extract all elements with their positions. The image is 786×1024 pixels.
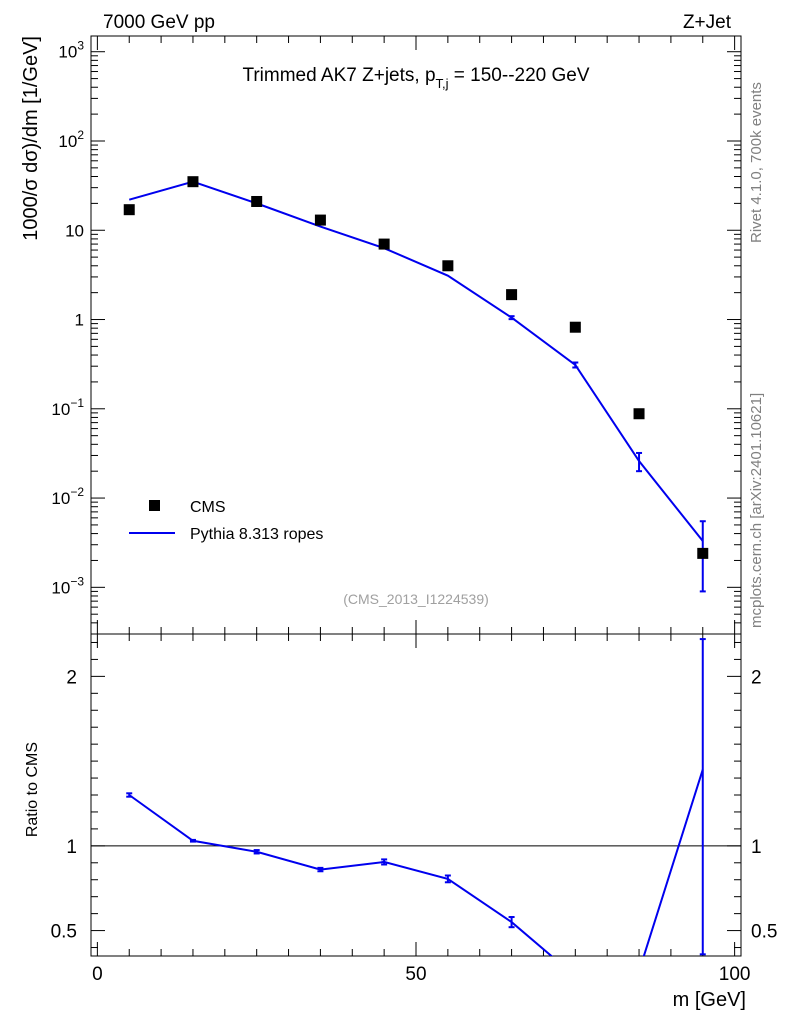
cms-data-point (506, 289, 518, 301)
cms-data-point (314, 214, 326, 226)
title-rest: = 150--220 GeV (449, 65, 590, 86)
ratio-y-tick-label-left: 1 (66, 837, 77, 858)
main-y-tick-base: 10 (51, 400, 70, 419)
ratio-y-axis-label: Ratio to CMS (24, 742, 41, 837)
ratio-line (128, 769, 704, 956)
ratio-y-tick-label-left: 2 (66, 667, 77, 688)
main-y-tick-exponent: 2 (77, 128, 84, 142)
header-energy-label: 7000 GeV pp (103, 12, 215, 33)
legend-cms-marker (149, 500, 160, 511)
legend-pythia-label: Pythia 8.313 ropes (190, 526, 323, 543)
legend-cms-label: CMS (190, 499, 226, 516)
axis-ticks (91, 36, 741, 956)
main-y-axis-label: 1000/σ dσ)/dm [1/GeV] (20, 36, 42, 241)
cms-data-point (378, 238, 390, 250)
mcplots-label: mcplots.cern.ch [arXiv:2401.10621] (748, 393, 765, 628)
main-y-tick-exponent: −3 (70, 574, 84, 588)
main-plot-frame (90, 35, 742, 635)
main-y-tick-base: 10 (65, 221, 84, 240)
rivet-version-label: Rivet 4.1.0, 700k events (748, 82, 765, 243)
main-y-tick-label: 10−1 (51, 396, 84, 419)
x-tick-label: 50 (405, 964, 426, 985)
cms-data-point (251, 195, 263, 207)
main-y-tick-base: 10 (51, 489, 70, 508)
title-main: Trimmed AK7 Z+jets, p (242, 65, 435, 86)
cms-data-point (442, 260, 454, 272)
ratio-plot-marks (91, 638, 741, 956)
main-y-tick-base: 10 (58, 132, 77, 151)
main-plot-title: Trimmed AK7 Z+jets, pT,j = 150--220 GeV (242, 65, 589, 91)
x-tick-label: 0 (92, 964, 103, 985)
cms-data-point (569, 321, 581, 333)
main-plot-marks (123, 176, 709, 593)
ratio-y-tick-label-right: 2 (751, 667, 762, 688)
ratio-plot-frame (90, 633, 742, 957)
main-y-tick-label: 102 (58, 128, 84, 151)
main-y-tick-label: 103 (58, 39, 84, 62)
main-y-tick-label: 1 (75, 311, 84, 330)
cms-data-point (633, 408, 645, 420)
x-axis-label: m [GeV] (673, 989, 746, 1011)
ratio-y-tick-label-right: 0.5 (751, 922, 777, 943)
main-y-tick-label: 10−3 (51, 574, 84, 597)
main-y-tick-base: 10 (51, 578, 70, 597)
cms-data-point (123, 204, 135, 216)
main-y-tick-exponent: −1 (70, 396, 84, 410)
pythia-line (128, 180, 704, 542)
main-y-tick-base: 1 (75, 311, 84, 330)
x-tick-label: 100 (719, 964, 751, 985)
main-y-tick-base: 10 (58, 43, 77, 62)
main-y-tick-label: 10−2 (51, 485, 84, 508)
cms-data-point (187, 176, 199, 188)
ratio-y-tick-label-right: 1 (751, 837, 762, 858)
ratio-series-group (126, 638, 706, 956)
main-y-tick-exponent: −2 (70, 485, 84, 499)
title-subscript: T,j (436, 76, 449, 91)
main-y-tick-exponent: 3 (77, 39, 84, 53)
analysis-id-label: (CMS_2013_I1224539) (343, 591, 489, 607)
header-process-label: Z+Jet (683, 12, 732, 33)
cms-data-point (697, 547, 709, 559)
main-y-tick-label: 10 (65, 221, 84, 240)
ratio-y-tick-label-left: 0.5 (51, 922, 77, 943)
